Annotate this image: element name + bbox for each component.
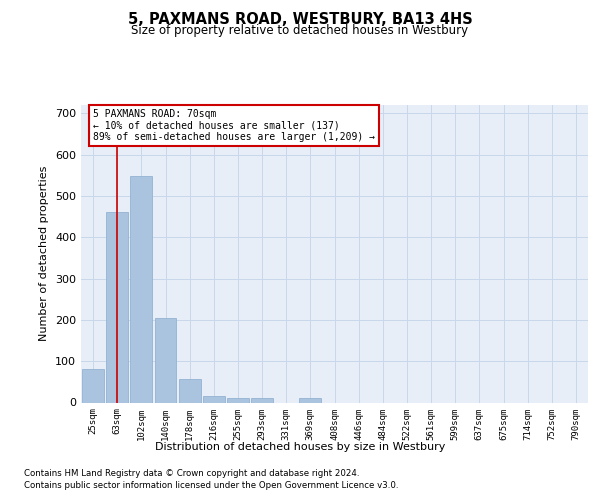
Bar — [227, 398, 249, 402]
Text: Contains HM Land Registry data © Crown copyright and database right 2024.: Contains HM Land Registry data © Crown c… — [24, 470, 359, 478]
Bar — [106, 212, 128, 402]
Text: Distribution of detached houses by size in Westbury: Distribution of detached houses by size … — [155, 442, 445, 452]
Y-axis label: Number of detached properties: Number of detached properties — [40, 166, 49, 342]
Text: Size of property relative to detached houses in Westbury: Size of property relative to detached ho… — [131, 24, 469, 37]
Text: 5, PAXMANS ROAD, WESTBURY, BA13 4HS: 5, PAXMANS ROAD, WESTBURY, BA13 4HS — [128, 12, 472, 28]
Bar — [251, 398, 273, 402]
Text: 5 PAXMANS ROAD: 70sqm
← 10% of detached houses are smaller (137)
89% of semi-det: 5 PAXMANS ROAD: 70sqm ← 10% of detached … — [93, 109, 375, 142]
Bar — [130, 176, 152, 402]
Bar — [299, 398, 321, 402]
Bar — [203, 396, 224, 402]
Bar — [155, 318, 176, 402]
Bar — [179, 378, 200, 402]
Bar — [82, 370, 104, 402]
Text: Contains public sector information licensed under the Open Government Licence v3: Contains public sector information licen… — [24, 482, 398, 490]
